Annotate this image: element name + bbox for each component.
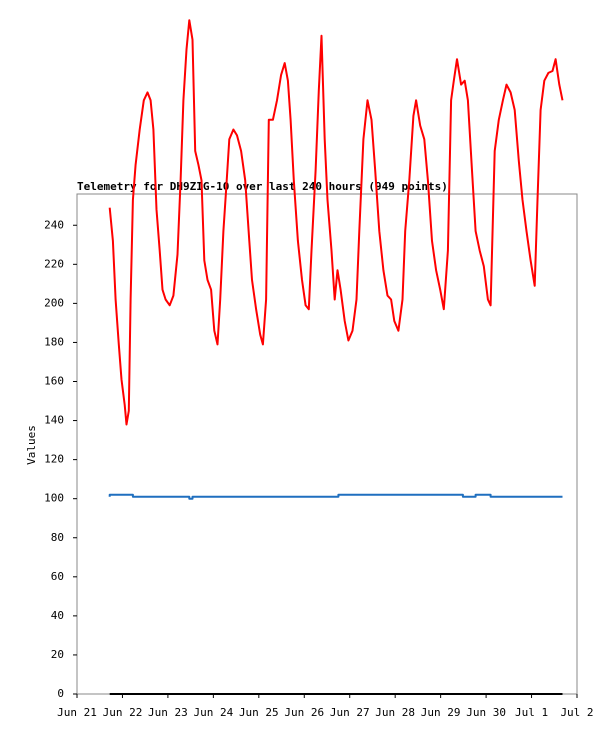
y-tick-label: 0 [57,687,64,700]
y-axis-label: Values [25,425,38,465]
y-tick-label: 20 [51,648,64,661]
chart-title: Telemetry for DH9ZIG-10 over last 240 ho… [77,180,448,193]
series-line [108,493,563,500]
y-tick-label: 60 [51,570,64,583]
x-tick-label: Jun 25 [239,706,279,719]
y-tick-label: 120 [44,453,64,466]
x-tick-label: Jun 29 [421,706,461,719]
x-tick-label: Jun 26 [284,706,324,719]
x-tick-label: Jun 23 [148,706,188,719]
x-tick-label: Jun 27 [330,706,370,719]
y-tick-label: 180 [44,335,64,348]
y-tick-label: 200 [44,296,64,309]
x-tick-label: Jun 30 [466,706,506,719]
plot-frame [76,193,578,695]
x-tick-label: Jun 21 [57,706,97,719]
y-tick-label: 40 [51,609,64,622]
y-tick-label: 140 [44,414,64,427]
y-tick-label: 220 [44,257,64,270]
series-line [108,19,564,426]
x-tick-label: Jun 28 [375,706,415,719]
y-tick-label: 240 [44,218,64,231]
x-tick-label: Jul 2 [560,706,593,719]
x-tick-label: Jun 22 [103,706,143,719]
y-tick-label: 100 [44,492,64,505]
x-tick-label: Jul 1 [515,706,548,719]
y-tick-label: 80 [51,531,64,544]
y-tick-label: 160 [44,375,64,388]
x-tick-label: Jun 24 [193,706,233,719]
